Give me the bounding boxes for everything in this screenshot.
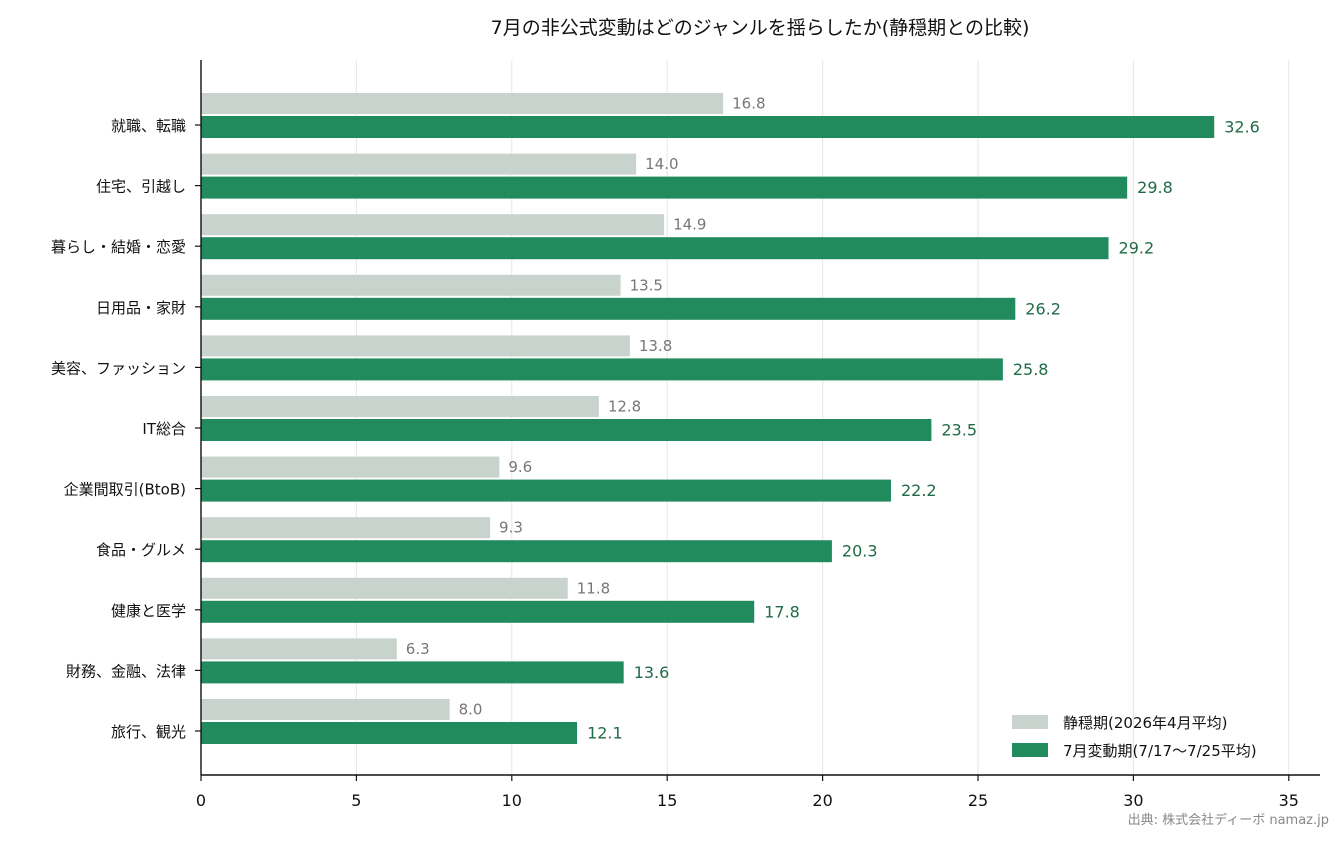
label-july-2: 29.2 (1119, 239, 1155, 258)
bar-calm-7 (201, 517, 491, 539)
bar-calm-4 (201, 335, 630, 357)
bar-calm-0 (201, 93, 724, 114)
label-calm-1: 14.0 (645, 155, 678, 173)
label-july-10: 12.1 (587, 724, 623, 743)
x-tick-label-25: 25 (968, 791, 988, 810)
label-calm-8: 11.8 (577, 579, 610, 597)
bar-calm-2 (201, 214, 665, 236)
bar-july-7 (201, 540, 832, 563)
x-tick-label-30: 30 (1123, 791, 1143, 810)
legend-label-1: 7月変動期(7/17〜7/25平均) (1063, 742, 1257, 760)
chart-title: 7月の非公式変動はどのジャンルを揺らしたか(静穏期との比較) (491, 17, 1030, 39)
category-label-6: 企業間取引(BtoB) (64, 481, 186, 499)
bar-july-0 (201, 116, 1215, 138)
category-label-8: 健康と医学 (111, 602, 186, 620)
bar-calm-3 (201, 274, 621, 296)
label-july-5: 23.5 (941, 421, 977, 440)
category-label-0: 就職、転職 (111, 117, 186, 135)
source-note: 出典: 株式会社ディーボ namaz.jp (1128, 812, 1329, 828)
label-july-4: 25.8 (1013, 360, 1049, 379)
label-calm-6: 9.6 (508, 458, 532, 476)
label-calm-0: 16.8 (732, 95, 765, 113)
label-july-9: 13.6 (634, 663, 670, 682)
category-label-7: 食品・グルメ (96, 541, 186, 559)
label-calm-9: 6.3 (406, 640, 430, 658)
legend-label-0: 静穏期(2026年4月平均) (1063, 714, 1227, 732)
bar-july-6 (201, 479, 891, 502)
bar-july-8 (201, 600, 755, 623)
x-tick-label-20: 20 (812, 791, 832, 810)
x-tick-label-15: 15 (657, 791, 677, 810)
bar-july-2 (201, 237, 1109, 260)
category-label-4: 美容、ファッション (51, 359, 186, 377)
bar-july-5 (201, 419, 932, 441)
label-calm-2: 14.9 (673, 216, 706, 234)
bar-calm-1 (201, 153, 637, 175)
label-july-0: 32.6 (1224, 118, 1260, 137)
label-july-1: 29.8 (1137, 178, 1173, 197)
bar-calm-5 (201, 396, 599, 417)
label-july-3: 26.2 (1025, 299, 1061, 318)
category-label-1: 住宅、引越し (96, 178, 186, 196)
label-calm-10: 8.0 (459, 701, 483, 719)
bar-july-9 (201, 661, 624, 684)
x-tick-label-10: 10 (502, 791, 522, 810)
bars: 16.8 32.6 14.0 29.8 14.9 29.2 13.5 26.2 13.8 25.8… (201, 93, 1260, 744)
category-label-3: 日用品・家財 (96, 299, 186, 317)
x-tick-label-0: 0 (196, 791, 206, 810)
label-calm-5: 12.8 (608, 398, 641, 416)
bar-calm-9 (201, 638, 397, 660)
category-label-9: 財務、金融、法律 (66, 662, 186, 680)
bar-july-3 (201, 297, 1016, 320)
legend-swatch-0 (1012, 715, 1048, 729)
category-label-10: 旅行、観光 (111, 723, 186, 741)
bar-calm-6 (201, 456, 500, 478)
label-july-7: 20.3 (842, 542, 878, 561)
x-tick-label-35: 35 (1279, 791, 1299, 810)
bar-july-10 (201, 722, 578, 744)
label-calm-3: 13.5 (630, 276, 663, 294)
bar-july-1 (201, 176, 1128, 199)
category-label-5: IT総合 (142, 420, 186, 438)
legend-swatch-1 (1012, 743, 1048, 757)
bar-july-4 (201, 358, 1003, 381)
x-tick-label-5: 5 (351, 791, 361, 810)
label-july-6: 22.2 (901, 481, 937, 500)
label-calm-4: 13.8 (639, 337, 672, 355)
label-july-8: 17.8 (764, 602, 800, 621)
label-calm-7: 9.3 (499, 519, 523, 537)
bar-calm-10 (201, 699, 450, 720)
legend: 静穏期(2026年4月平均) 7月変動期(7/17〜7/25平均) (1012, 714, 1257, 760)
bar-calm-8 (201, 577, 568, 599)
category-label-2: 暮らし・結婚・恋愛 (51, 238, 186, 256)
